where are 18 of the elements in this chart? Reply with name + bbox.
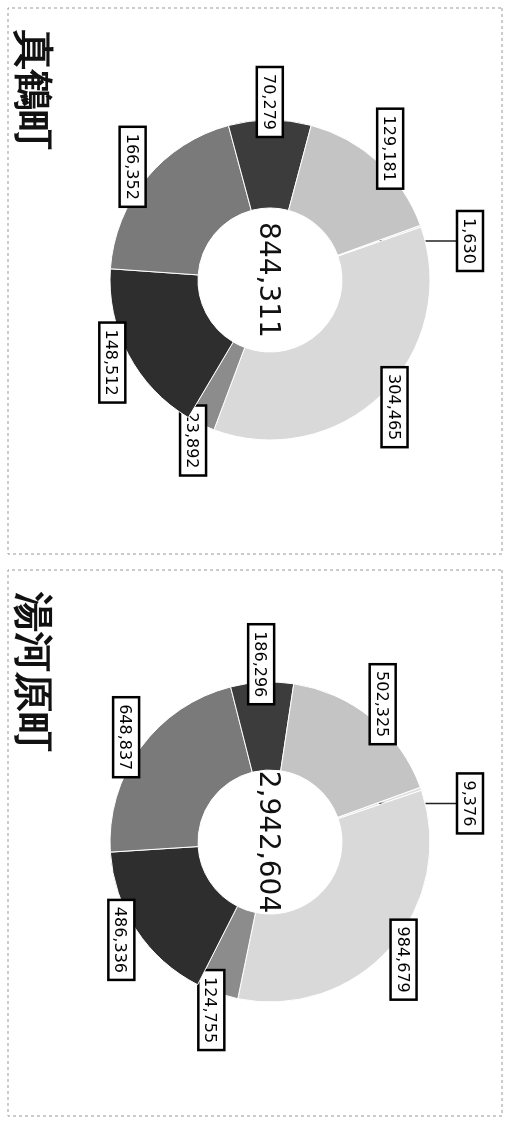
- data-label: 9,376: [460, 780, 479, 827]
- text: 844,311: [253, 222, 286, 338]
- data-label: 129,181: [380, 115, 400, 182]
- data-label: 124,755: [201, 976, 221, 1044]
- chart-title: 真鶴町: [11, 29, 57, 150]
- data-label: 1,630: [460, 218, 479, 264]
- data-label: 70,279: [259, 74, 279, 130]
- data-label: 648,837: [116, 704, 136, 771]
- data-label: 186,296: [251, 631, 271, 698]
- data-label: 23,892: [183, 412, 203, 469]
- data-label: 502,325: [372, 671, 392, 738]
- data-label: 486,336: [111, 906, 131, 974]
- data-label: 304,465: [384, 374, 404, 441]
- text: 2,942,604: [253, 770, 286, 914]
- chart-title: 湯河原町: [11, 591, 57, 752]
- data-label: 148,512: [102, 329, 122, 396]
- data-label: 984,679: [393, 926, 413, 993]
- data-label: 166,352: [122, 133, 142, 200]
